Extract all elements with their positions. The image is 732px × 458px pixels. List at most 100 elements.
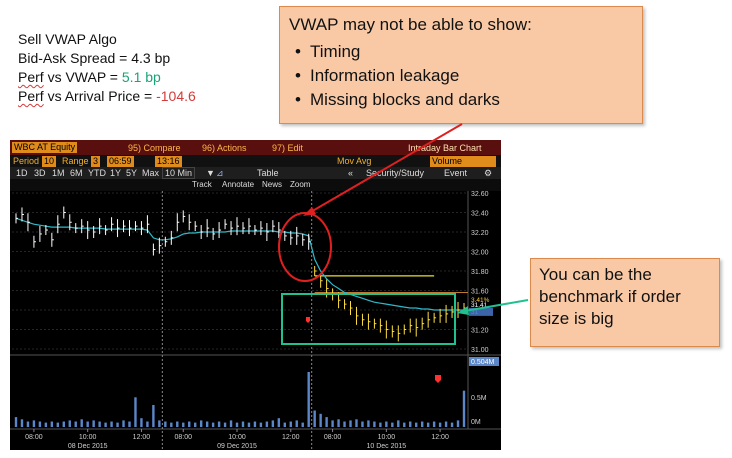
actions-button[interactable]: 96) Actions [202,143,247,153]
time-to-input[interactable]: 13:16 [155,156,182,167]
tf-6m[interactable]: 6M [70,168,83,178]
volume-bar [158,420,161,427]
volume-bar [259,422,263,427]
chart-title: Intraday Bar Chart [408,143,482,153]
callout-item-blocks: Missing blocks and darks [310,90,500,109]
volume-bar [283,422,286,427]
perf-arrival-label: vs Arrival Price = [43,88,157,104]
event-button[interactable]: Event [444,168,468,178]
compare-button[interactable]: 95) Compare [128,143,181,153]
volume-bar [391,422,394,427]
volume-bar [289,421,292,427]
chart-background [10,191,501,450]
volume-bar [164,421,167,427]
volume-bar [438,422,442,427]
y-tick-label: 32.20 [471,230,489,237]
x-tick-label: 10:00 [378,434,396,441]
perf-word: Perf [18,69,44,85]
news-tool[interactable]: News [262,180,283,189]
volume-bar [86,421,89,427]
x-tick-label: 10:00 [228,434,246,441]
volume-bar [456,420,460,427]
volume-bar [74,421,77,427]
tf-1m[interactable]: 1M [52,168,65,178]
line-chart-icon[interactable]: ⊿ [216,168,224,178]
tf-5y[interactable]: 5Y [126,168,138,178]
y-tick-label: 31.00 [471,347,489,354]
zoom-tool[interactable]: Zoom [290,180,311,189]
info-title: Sell VWAP Algo [18,31,117,47]
tf-1y[interactable]: 1Y [110,168,122,178]
volume-bar [265,421,269,427]
order-marker-icon [306,317,310,323]
volume-bar [426,422,430,427]
volume-bar [415,422,418,427]
date-label: 09 Dec 2015 [217,443,257,450]
y-tick-label: 31.80 [471,269,489,276]
volume-bar [367,420,370,427]
volume-bar [152,405,155,427]
timeframe-bar: 1D 3D 1M 6M YTD 1Y 5Y Max 10 Min ▼ ⊿ Tab… [10,167,501,179]
volume-bar [68,420,71,427]
volume-bar [385,421,388,427]
volume-bar [92,420,95,427]
volume-bars [14,372,466,427]
mov-avg-label[interactable]: Mov Avg [337,156,372,166]
callout-arrow-1 [308,123,463,214]
volume-bar [229,420,233,427]
collapse-icon[interactable]: « [348,168,354,178]
y-tick-label: 31.60 [471,289,489,296]
arrowhead-icon [457,306,469,315]
volume-bar [373,421,376,427]
date-label: 10 Dec 2015 [366,443,406,450]
volume-bar [128,421,131,427]
volume-bar [355,419,358,427]
volume-bar [32,420,36,427]
volume-bar [409,421,412,427]
x-tick-label: 12:00 [282,434,300,441]
volume-bar [80,419,83,427]
time-from-input[interactable]: 06:59 [107,156,134,167]
end-marker-icon [435,375,441,383]
volume-select[interactable]: Volume [430,156,496,167]
date-label: 08 Dec 2015 [68,443,108,450]
tf-ytd[interactable]: YTD [88,168,106,178]
period-bar: Period 10 Range 3 06:59 13:16 Mov Avg Vo… [10,155,501,167]
tf-1d[interactable]: 1D [16,168,28,178]
callout-item: • Information leakage [280,64,500,88]
ticker-field[interactable]: WBC AT Equity [12,142,78,153]
interval-select[interactable]: 10 Min [162,167,196,179]
callout-title: VWAP may not be able to show: [289,15,532,34]
track-tool[interactable]: Track [192,180,212,189]
table-button[interactable]: Table [257,168,279,178]
volume-bar [188,421,191,427]
gear-icon[interactable]: ⚙ [484,168,493,178]
volume-tick-label: 0.504M [471,359,495,366]
tf-max[interactable]: Max [142,168,160,178]
perf-vwap-value: 5.1 bp [121,69,161,85]
volume-last-box [469,357,499,366]
volume-bar [319,413,322,427]
volume-bar [122,420,125,427]
security-study-button[interactable]: Security/Study [366,168,425,178]
last-label: 31.41 [471,302,488,309]
volume-axis-labels: 0.504M 0.5M 0M [469,357,499,426]
range-input[interactable]: 3 [91,156,101,167]
volume-bar [343,421,346,427]
callout-arrow-2 [464,299,529,312]
edit-button[interactable]: 97) Edit [272,143,304,153]
callout-item-leakage: Information leakage [310,66,460,85]
tf-3d[interactable]: 3D [34,168,46,178]
x-tick-label: 08:00 [25,434,43,441]
volume-bar [295,420,298,427]
callout-list: • Timing • Information leakage • Missing bl… [280,40,500,112]
volume-bar [182,422,185,427]
volume-bar [26,421,30,427]
period-input[interactable]: 10 [42,156,57,167]
terminal-header: WBC AT Equity 95) Compare 96) Actions 97… [10,140,501,155]
annotate-tool[interactable]: Annotate [222,180,255,189]
volume-bar [14,417,18,427]
chevron-down-icon[interactable]: ▼ [206,168,215,178]
volume-bar [50,421,54,427]
price-volume-chart: 32.6032.4032.2032.0031.8031.6031.4031.20… [10,191,501,450]
